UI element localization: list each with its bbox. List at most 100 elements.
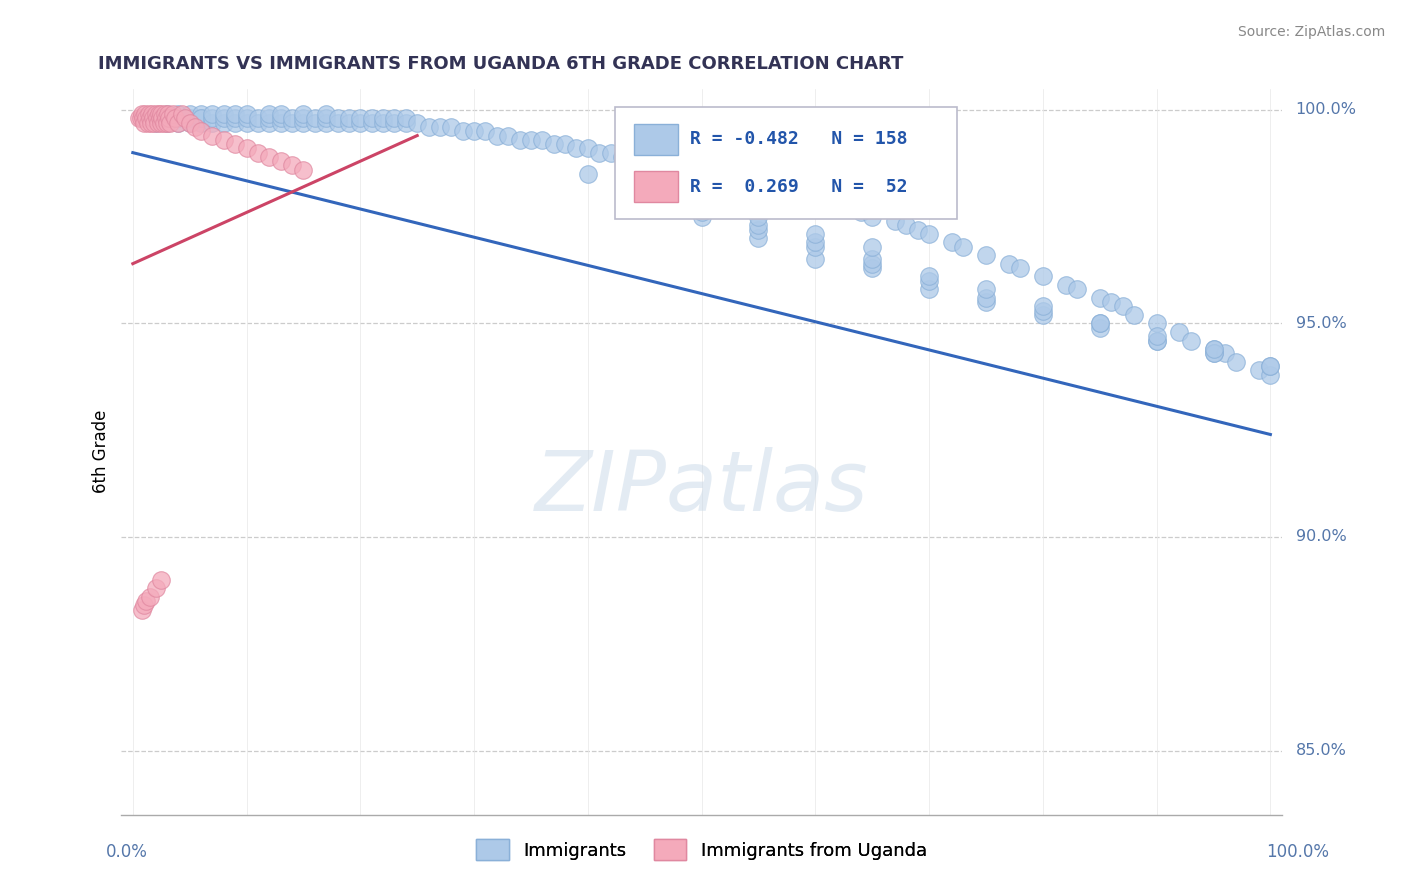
Point — [292, 112, 315, 126]
Point — [1032, 303, 1054, 318]
Point — [281, 112, 304, 126]
Point — [896, 219, 918, 233]
Point — [143, 116, 166, 130]
Point — [349, 112, 371, 126]
Point — [190, 112, 212, 126]
Point — [179, 112, 201, 126]
Point — [131, 602, 153, 616]
Point — [149, 112, 172, 126]
Point — [246, 116, 269, 130]
Point — [1202, 342, 1225, 356]
Point — [371, 112, 394, 126]
Point — [496, 128, 519, 143]
Point — [395, 112, 418, 126]
Point — [713, 167, 735, 181]
Point — [163, 112, 186, 126]
Point — [360, 112, 382, 126]
Point — [326, 112, 349, 126]
Point — [782, 184, 804, 198]
Point — [418, 120, 440, 134]
Point — [520, 133, 543, 147]
Point — [1088, 317, 1111, 331]
Point — [212, 107, 235, 121]
Point — [246, 145, 269, 160]
Point — [804, 193, 827, 207]
Point — [702, 167, 724, 181]
Point — [1260, 359, 1282, 373]
Point — [610, 150, 633, 164]
Point — [337, 116, 360, 130]
Point — [235, 141, 257, 155]
Point — [156, 116, 179, 130]
Point — [167, 116, 190, 130]
Point — [281, 116, 304, 130]
Point — [747, 219, 769, 233]
Point — [235, 112, 257, 126]
Point — [793, 188, 815, 202]
Point — [827, 197, 849, 211]
Point — [128, 112, 150, 126]
Point — [1202, 346, 1225, 360]
Point — [292, 107, 315, 121]
Point — [179, 116, 201, 130]
Point — [747, 176, 769, 190]
Point — [146, 116, 169, 130]
Point — [292, 116, 315, 130]
Point — [281, 158, 304, 172]
Text: R =  0.269   N =  52: R = 0.269 N = 52 — [690, 178, 907, 195]
Point — [270, 154, 292, 169]
Point — [485, 128, 508, 143]
Point — [304, 112, 326, 126]
Point — [259, 150, 281, 164]
Point — [134, 107, 156, 121]
Point — [1032, 308, 1054, 322]
Point — [474, 124, 496, 138]
Point — [1032, 269, 1054, 284]
Point — [152, 112, 174, 126]
Point — [690, 197, 713, 211]
Point — [1088, 291, 1111, 305]
Point — [145, 116, 167, 130]
Legend: Immigrants, Immigrants from Uganda: Immigrants, Immigrants from Uganda — [470, 832, 934, 867]
Point — [145, 112, 167, 126]
Point — [543, 137, 565, 152]
Point — [201, 128, 224, 143]
Point — [360, 116, 382, 130]
Point — [259, 116, 281, 130]
Point — [747, 231, 769, 245]
Point — [690, 205, 713, 219]
Point — [1032, 299, 1054, 313]
Point — [509, 133, 531, 147]
Point — [139, 590, 162, 604]
Point — [134, 116, 156, 130]
Point — [145, 581, 167, 595]
Point — [952, 239, 974, 253]
Point — [804, 252, 827, 267]
Y-axis label: 6th Grade: 6th Grade — [93, 410, 110, 493]
Point — [804, 235, 827, 250]
Point — [860, 260, 883, 275]
Point — [1010, 260, 1032, 275]
Point — [259, 107, 281, 121]
Text: 100.0%: 100.0% — [1265, 843, 1329, 861]
Point — [1122, 308, 1144, 322]
Point — [634, 184, 657, 198]
Point — [918, 227, 941, 241]
Point — [804, 239, 827, 253]
Point — [804, 227, 827, 241]
Point — [148, 107, 170, 121]
Point — [860, 210, 883, 224]
Point — [145, 112, 167, 126]
Point — [190, 116, 212, 130]
Point — [576, 167, 599, 181]
Point — [155, 112, 177, 126]
Point — [139, 112, 162, 126]
Point — [621, 150, 644, 164]
Point — [918, 282, 941, 296]
Point — [150, 107, 173, 121]
Text: IMMIGRANTS VS IMMIGRANTS FROM UGANDA 6TH GRADE CORRELATION CHART: IMMIGRANTS VS IMMIGRANTS FROM UGANDA 6TH… — [98, 55, 904, 73]
Point — [326, 116, 349, 130]
Point — [1168, 325, 1191, 339]
Point — [212, 133, 235, 147]
Point — [179, 116, 201, 130]
